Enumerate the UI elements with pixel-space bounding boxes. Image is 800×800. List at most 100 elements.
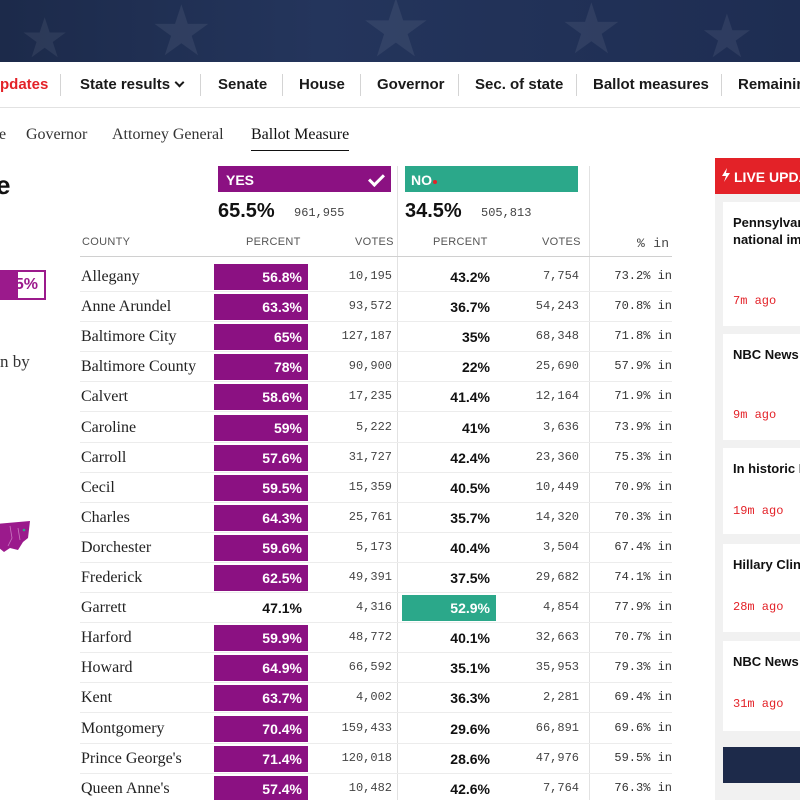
no-percent: 40.4%: [450, 540, 490, 556]
page-title-fragment: e: [0, 170, 11, 200]
yes-votes: 48,772: [348, 630, 392, 644]
county-name: Prince George's: [81, 750, 182, 767]
percent-in: 71.9% in: [614, 389, 672, 403]
county-name: Baltimore City: [81, 328, 177, 345]
yes-label: YES: [226, 172, 255, 188]
nav-divider: [282, 74, 283, 96]
col-header-county: COUNTY: [82, 236, 131, 248]
county-name: Caroline: [81, 419, 137, 436]
subnav-governor[interactable]: Governor: [26, 126, 88, 143]
percent-in: 77.9% in: [614, 600, 672, 614]
no-percent: 40.1%: [450, 630, 490, 646]
status-dot-icon: [433, 180, 437, 184]
nav-governor[interactable]: Governor: [377, 76, 445, 93]
nav-house[interactable]: House: [299, 76, 345, 93]
percent-in: 59.5% in: [614, 751, 672, 765]
yes-votes: 5,222: [355, 420, 392, 434]
no-votes: 3,504: [542, 540, 579, 554]
county-name: Queen Anne's: [81, 780, 170, 797]
percent-in: 76.3% in: [614, 781, 672, 795]
yes-percent: 47.1%: [262, 600, 302, 616]
yes-votes: 93,572: [348, 299, 392, 313]
county-name: Carroll: [81, 449, 127, 466]
county-name: Calvert: [81, 388, 129, 405]
county-map[interactable]: [0, 518, 36, 558]
checkmark-icon: [368, 170, 385, 187]
nav-live-updates[interactable]: pdates: [0, 76, 49, 93]
yes-percent: 71.4%: [214, 746, 308, 772]
col-header-no-votes: VOTES: [542, 236, 581, 248]
yes-percent: 62.5%: [214, 565, 308, 591]
table-row: Queen Anne's 57.4% 10,482 42.6% 7,764 76.3% i…: [80, 774, 672, 800]
percent-in: 70.9% in: [614, 480, 672, 494]
subnav-item-clipped[interactable]: e: [0, 126, 7, 143]
yes-votes: 31,727: [348, 450, 392, 464]
table-row: Harford 59.9% 48,772 40.1% 32,663 70.7% in: [80, 623, 672, 653]
no-percent: 43.2%: [450, 269, 490, 285]
live-update-time: 28m ago: [733, 600, 784, 614]
yes-votes: 10,482: [348, 781, 392, 795]
yes-percent: 63.7%: [214, 685, 308, 711]
live-update-card[interactable]: In historic I candidates 19m ago: [723, 448, 800, 534]
yes-votes: 17,235: [348, 389, 392, 403]
nav-ballot-measures[interactable]: Ballot measures: [593, 76, 709, 93]
yes-percent: 70.4%: [214, 716, 308, 742]
subnav-attorney-general[interactable]: Attorney General: [112, 126, 224, 143]
table-row: Prince George's 71.4% 120,018 28.6% 47,976 59…: [80, 744, 672, 774]
table-row: Baltimore City 65% 127,187 35% 68,348 71.8% i…: [80, 322, 672, 352]
more-updates-button[interactable]: [723, 747, 800, 783]
star-icon: ★: [560, 0, 623, 62]
yes-votes: 90,900: [348, 359, 392, 373]
county-name: Montgomery: [81, 720, 165, 737]
no-votes: 3,636: [542, 420, 579, 434]
live-update-time: 9m ago: [733, 408, 777, 422]
no-percent: 52.9%: [402, 595, 496, 621]
yes-votes: 10,195: [348, 269, 392, 283]
no-votes: 54,243: [535, 299, 579, 313]
no-votes: 32,663: [535, 630, 579, 644]
yes-percent: 58.6%: [214, 384, 308, 410]
percent-in: 70.7% in: [614, 630, 672, 644]
nav-state-results[interactable]: State results: [80, 76, 185, 93]
live-update-card[interactable]: NBC News I concerned guns 9m ago: [723, 334, 800, 440]
live-update-card[interactable]: Pennsylvan suburban P national im 7m ago: [723, 202, 800, 326]
col-header-pct-in: % in: [637, 236, 670, 251]
no-percent: 29.6%: [450, 721, 490, 737]
nav-senate[interactable]: Senate: [218, 76, 268, 93]
yes-votes: 15,359: [348, 480, 392, 494]
result-badge-fill: [0, 272, 18, 298]
percent-in: 67.4% in: [614, 540, 672, 554]
no-votes: 29,682: [535, 570, 579, 584]
no-votes: 2,281: [542, 690, 579, 704]
yes-percent: 64.3%: [214, 505, 308, 531]
table-row: Frederick 62.5% 49,391 37.5% 29,682 74.1% in: [80, 563, 672, 593]
live-update-card[interactable]: NBC News I back Repub 31m ago: [723, 641, 800, 731]
yes-header: YES: [218, 166, 391, 192]
yes-percent: 56.8%: [214, 264, 308, 290]
table-row: Carroll 57.6% 31,727 42.4% 23,360 75.3% in: [80, 443, 672, 473]
no-votes: 7,754: [542, 269, 579, 283]
yes-total-percent: 65.5%: [218, 200, 275, 222]
star-icon: ★: [20, 6, 70, 62]
county-name: Harford: [81, 629, 132, 646]
nav-remaining[interactable]: Remainin: [738, 76, 800, 93]
county-name: Howard: [81, 659, 133, 676]
table-row: Allegany 56.8% 10,195 43.2% 7,754 73.2% in: [80, 262, 672, 292]
percent-in: 71.8% in: [614, 329, 672, 343]
subnav-ballot-measure[interactable]: Ballot Measure: [251, 126, 350, 151]
star-icon: ★: [150, 0, 213, 62]
yes-percent: 57.4%: [214, 776, 308, 800]
table-row: Kent 63.7% 4,002 36.3% 2,281 69.4% in: [80, 683, 672, 713]
no-votes: 12,164: [535, 389, 579, 403]
yes-percent: 78%: [214, 354, 308, 380]
county-name: Cecil: [81, 479, 115, 496]
map-region: [0, 521, 30, 552]
table-row: Montgomery 70.4% 159,433 29.6% 66,891 69.6% i…: [80, 714, 672, 744]
no-votes: 10,449: [535, 480, 579, 494]
live-updates-header: LIVE UPDAT: [715, 158, 800, 194]
yes-votes: 25,761: [348, 510, 392, 524]
percent-in: 69.4% in: [614, 690, 672, 704]
nav-sec-of-state[interactable]: Sec. of state: [475, 76, 564, 93]
nav-divider: [576, 74, 577, 96]
live-update-card[interactable]: Hillary Clin 'Women en 28m ago: [723, 544, 800, 632]
